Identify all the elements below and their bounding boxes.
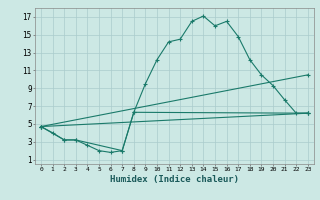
X-axis label: Humidex (Indice chaleur): Humidex (Indice chaleur) [110, 175, 239, 184]
